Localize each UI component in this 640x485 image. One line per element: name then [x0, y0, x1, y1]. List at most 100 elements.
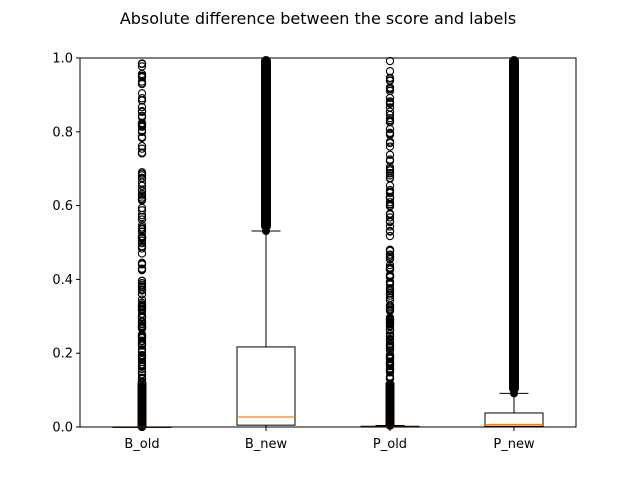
outlier-point [385, 301, 395, 310]
outlier-point [385, 359, 395, 368]
outlier-point [385, 107, 395, 116]
outlier-point [385, 155, 395, 164]
outliers-B_new [261, 56, 271, 236]
outlier-point [137, 362, 147, 371]
outlier-point [137, 316, 147, 326]
outlier-point [137, 132, 147, 142]
outlier-point [137, 300, 147, 309]
box-group-P_old [360, 56, 420, 430]
outlier-point [385, 263, 395, 272]
outlier-point [137, 341, 147, 350]
outlier-point [137, 102, 147, 112]
outlier-point [137, 260, 147, 269]
outlier-point [137, 94, 147, 103]
outlier-point [137, 370, 147, 379]
outliers-P_old [385, 56, 395, 430]
box-B_new [236, 346, 296, 426]
outlier-point [137, 225, 147, 234]
outlier-point [385, 115, 395, 125]
outlier-point [137, 313, 147, 323]
outlier-point [385, 354, 395, 363]
outlier-point [137, 215, 147, 224]
outlier-point [137, 331, 147, 341]
outlier-point [137, 212, 147, 222]
outlier-point [137, 227, 147, 236]
outlier-point [137, 355, 147, 365]
outlier-point [385, 291, 395, 300]
outlier-point [385, 97, 395, 106]
outlier-point [385, 150, 395, 159]
outlier-point [137, 220, 147, 230]
outliers-B_old [137, 59, 147, 432]
outlier-point [385, 315, 395, 324]
outliers-P_new [509, 56, 519, 398]
outlier-point [137, 59, 147, 68]
outlier-point [137, 244, 147, 253]
x-tick-label: B_old [124, 437, 159, 452]
outlier-point [385, 231, 395, 241]
outlier-point [385, 103, 395, 112]
outlier-point [385, 124, 395, 134]
outlier-point [385, 201, 395, 211]
outlier-point [385, 138, 395, 148]
outlier-point [137, 120, 147, 130]
outlier-point [385, 67, 395, 76]
outlier-point [137, 364, 147, 374]
outlier-point [137, 144, 147, 153]
outlier-band [509, 56, 519, 394]
outlier-point [385, 319, 395, 329]
y-tick-label: 0.0 [52, 421, 73, 436]
outlier-point [385, 93, 395, 103]
outlier-point [137, 186, 147, 196]
outlier-point [137, 203, 147, 213]
outlier-point [137, 173, 147, 182]
outlier-point [137, 351, 147, 360]
outlier-point [385, 171, 395, 180]
outlier-point [137, 265, 147, 274]
outlier-point [385, 280, 395, 289]
outlier-point [385, 350, 395, 359]
outlier-point [385, 142, 395, 151]
outlier-point [385, 83, 395, 92]
x-tick-label: B_new [245, 437, 288, 452]
outlier-point [385, 342, 395, 351]
y-tick-label: 0.4 [52, 273, 73, 288]
outlier-point [137, 367, 147, 376]
y-tick-label: 0.6 [52, 199, 73, 214]
y-tick-label: 0.8 [52, 125, 73, 140]
outlier-point [385, 346, 395, 355]
outlier-point [385, 181, 395, 190]
outlier-point [137, 189, 147, 198]
outlier-point [137, 234, 147, 243]
outlier-point [385, 217, 395, 227]
y-tick-label: 1.0 [52, 52, 73, 67]
outlier-point [385, 128, 395, 137]
outlier-point [385, 289, 395, 298]
box-group-B_old [112, 59, 172, 432]
outlier-point [137, 171, 147, 180]
outlier-point [385, 185, 395, 195]
outlier-point [137, 148, 147, 158]
outlier-point [137, 73, 147, 82]
outlier-point [385, 364, 395, 373]
outlier-point [137, 336, 147, 345]
outlier-point [385, 222, 395, 231]
plot-frame [79, 57, 577, 428]
outlier-point [137, 77, 147, 86]
outlier-point [385, 168, 395, 178]
outlier-point [385, 305, 395, 314]
x-tick-label: P_new [493, 437, 535, 452]
chart-title: Absolute difference between the score an… [120, 9, 516, 28]
outlier-point [137, 305, 147, 314]
outlier-point [385, 198, 395, 207]
y-tick-label: 0.2 [52, 347, 73, 362]
outlier-point [137, 347, 147, 357]
x-tick-label: P_old [373, 437, 407, 452]
outlier-band [137, 382, 147, 427]
outlier-point [137, 236, 147, 245]
outlier-point [137, 181, 147, 190]
outlier-point [385, 367, 395, 376]
outlier-point [137, 194, 147, 204]
outlier-point [385, 245, 395, 254]
